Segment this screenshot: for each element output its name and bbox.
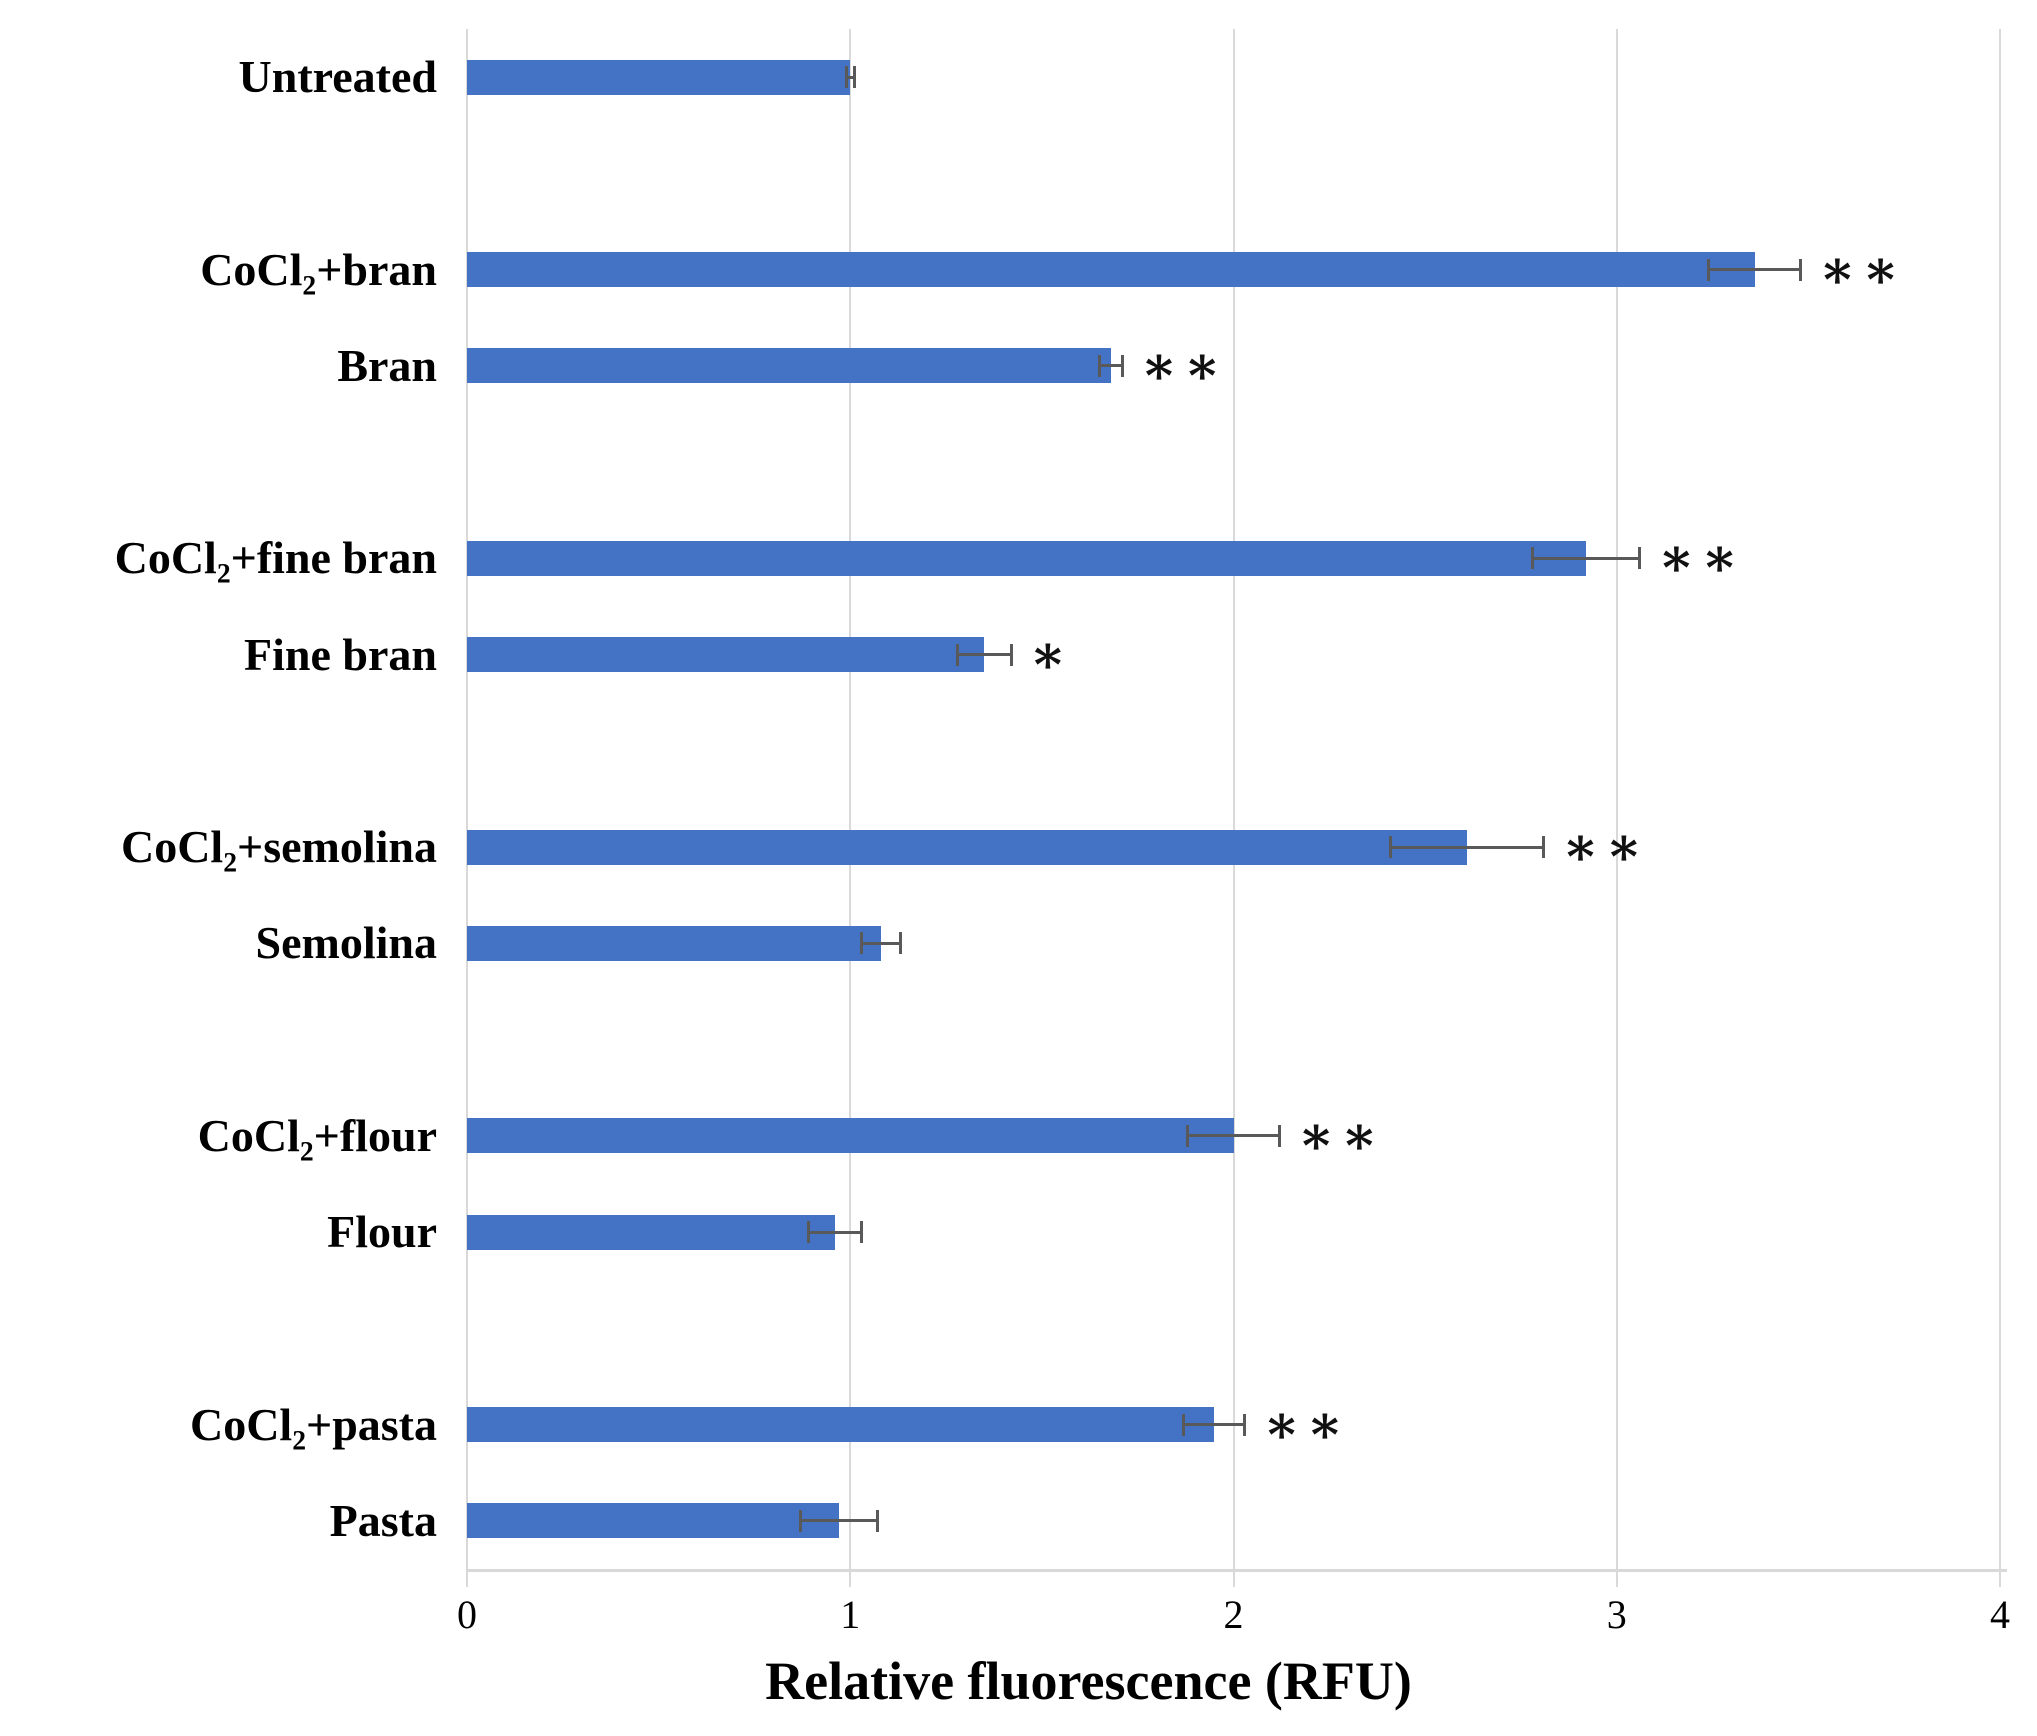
error-bar-cocl-fine-bran [1532,556,1640,560]
error-bar-cap-left-fine-bran [956,643,960,666]
gridline [1232,29,1235,1569]
bar-cocl-bran [467,252,1755,288]
category-label-cocl-bran: CoCl₂+bran [200,243,437,295]
error-bar-cap-left-bran [1097,354,1101,377]
bar-pasta [467,1503,839,1539]
significance-marker-cocl-flour: ∗∗ [1297,1105,1385,1166]
category-label-cocl-flour: CoCl₂+flour [197,1109,437,1161]
category-label-fine-bran: Fine bran [244,628,437,680]
error-bar-cocl-bran [1708,268,1801,272]
bar-semolina [467,925,881,961]
error-bar-untreated [846,75,855,79]
axis-tick-mark [1999,1569,2001,1587]
error-bar-cocl-semolina [1390,845,1544,849]
error-bar-cap-right-pasta [875,1509,879,1532]
category-label-untreated: Untreated [238,51,437,103]
error-bar-cap-right-cocl-pasta [1243,1413,1247,1436]
category-label-semolina: Semolina [255,917,437,969]
error-bar-cap-left-cocl-fine-bran [1530,547,1534,570]
error-bar-cap-left-cocl-pasta [1182,1413,1186,1436]
x-axis-title: Relative fluorescence (RFU) [765,1651,1412,1711]
significance-marker-cocl-pasta: ∗∗ [1262,1394,1350,1455]
error-bar-cocl-pasta [1183,1423,1245,1427]
bar-flour [467,1214,835,1250]
x-axis-tick-label: 3 [1606,1592,1627,1637]
error-bar-cap-right-bran [1120,354,1124,377]
axis-tick-mark [466,1569,468,1587]
error-bar-cap-right-cocl-fine-bran [1638,547,1642,570]
bar-bran [467,348,1111,384]
error-bar-cap-right-fine-bran [1009,643,1013,666]
error-bar-cap-left-pasta [798,1509,802,1532]
axis-tick-mark [849,1569,852,1587]
bar-cocl-pasta [467,1407,1215,1443]
category-label-flour: Flour [327,1206,437,1258]
error-bar-semolina [861,941,901,945]
category-label-pasta: Pasta [329,1494,437,1546]
x-axis-tick-label: 0 [457,1592,477,1637]
gridline [1615,29,1618,1569]
category-label-cocl-fine-bran: CoCl₂+fine bran [114,532,437,584]
error-bar-cap-right-untreated [852,66,856,89]
significance-marker-cocl-fine-bran: ∗∗ [1657,528,1745,589]
error-bar-cap-right-cocl-semolina [1542,836,1546,859]
category-label-bran: Bran [337,339,437,391]
error-bar-cap-left-flour [806,1221,810,1244]
axis-tick-mark [1615,1569,1618,1587]
bar-cocl-fine-bran [467,540,1587,576]
error-bar-cap-left-cocl-flour [1186,1124,1189,1147]
error-bar-cap-left-cocl-semolina [1389,836,1393,859]
error-bar-fine-bran [957,653,1012,657]
significance-marker-cocl-bran: ∗∗ [1818,239,1906,300]
error-bar-cap-left-untreated [844,66,848,89]
category-label-cocl-pasta: CoCl₂+pasta [189,1398,437,1450]
x-axis-tick-label: 1 [840,1592,861,1637]
gridline [1999,29,2001,1569]
bar-cocl-flour [467,1118,1234,1154]
x-axis-line [466,1569,2007,1572]
x-axis-tick-label: 2 [1223,1592,1244,1637]
error-bar-cap-left-cocl-bran [1707,258,1711,281]
error-bar-cap-right-cocl-flour [1277,1124,1281,1147]
error-bar-cocl-flour [1187,1134,1280,1138]
gridline [849,29,852,1569]
bar-cocl-semolina [467,829,1468,865]
axis-tick-mark [1232,1569,1235,1587]
error-bar-flour [808,1230,862,1234]
error-bar-pasta [800,1519,878,1523]
significance-marker-fine-bran: ∗ [1029,624,1073,685]
x-axis-tick-label: 4 [1990,1592,2010,1637]
error-bar-bran [1099,364,1123,368]
gridline [466,29,468,1569]
bar-fine-bran [467,637,985,673]
significance-marker-cocl-semolina: ∗∗ [1561,817,1649,878]
error-bar-cap-right-flour [860,1221,864,1244]
bar-untreated [467,59,851,95]
error-bar-cap-left-semolina [860,932,864,955]
category-label-cocl-semolina: CoCl₂+semolina [120,821,437,873]
error-bar-cap-right-cocl-bran [1799,258,1803,281]
error-bar-cap-right-semolina [898,932,902,955]
significance-marker-bran: ∗∗ [1140,335,1227,396]
